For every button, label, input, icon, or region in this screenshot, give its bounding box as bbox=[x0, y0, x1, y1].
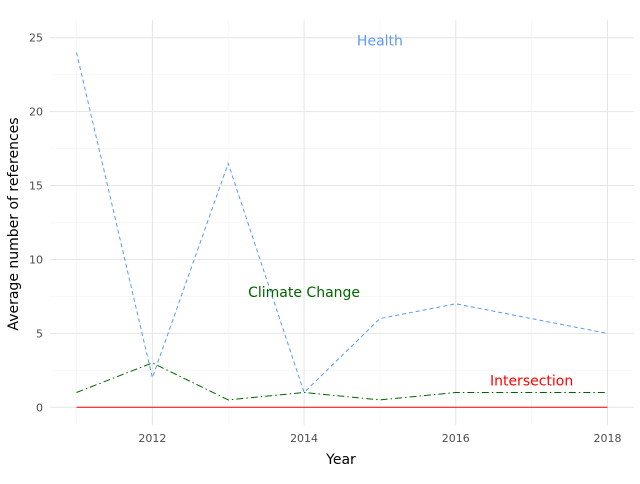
y-axis-title: Average number of references bbox=[6, 117, 22, 330]
series-label: Intersection bbox=[490, 374, 573, 390]
series-lines bbox=[76, 52, 608, 408]
series-label: Climate Change bbox=[248, 285, 360, 301]
tick-labels: 0 5 10 15 20 25 2012 2014 2016 2018 bbox=[29, 32, 621, 445]
x-tick-label: 2012 bbox=[138, 432, 166, 445]
series-line bbox=[76, 362, 608, 401]
x-tick-label: 2018 bbox=[593, 432, 621, 445]
grid bbox=[50, 20, 634, 425]
y-tick-label: 15 bbox=[29, 180, 43, 193]
x-axis-title: Year bbox=[325, 452, 356, 468]
y-tick-label: 25 bbox=[29, 32, 43, 45]
x-tick-label: 2016 bbox=[442, 432, 470, 445]
series-label: Health bbox=[357, 34, 403, 50]
x-tick-label: 2014 bbox=[290, 432, 318, 445]
y-tick-label: 20 bbox=[29, 106, 43, 119]
y-tick-label: 0 bbox=[36, 401, 43, 414]
y-tick-label: 5 bbox=[36, 327, 43, 340]
series-labels: Health Climate Change Intersection bbox=[248, 34, 573, 390]
y-tick-label: 10 bbox=[29, 253, 43, 266]
